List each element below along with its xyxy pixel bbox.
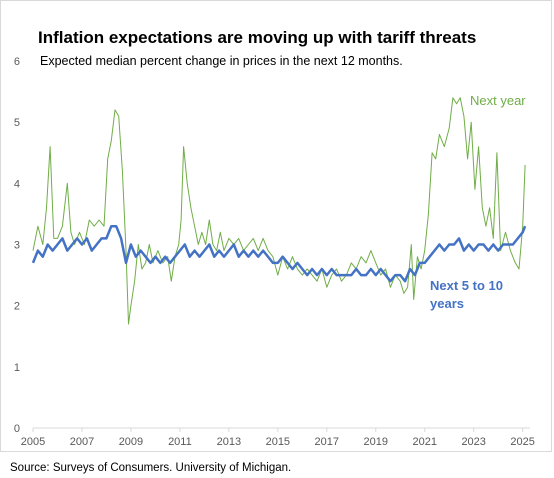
series-label-next-year: Next year: [470, 93, 526, 108]
x-tick-label: 2021: [412, 436, 436, 448]
y-tick-label: 6: [14, 56, 20, 68]
y-tick-label: 1: [14, 362, 20, 374]
y-tick-label: 4: [14, 178, 20, 190]
next-year-line: [32, 97, 526, 325]
y-tick-label: 5: [14, 117, 20, 129]
series-label-long-run-line2: years: [430, 296, 464, 311]
x-tick-label: 2015: [266, 436, 290, 448]
x-tick-label: 2009: [119, 436, 143, 448]
x-tick-label: 2023: [461, 436, 485, 448]
long-run-line: [31, 224, 527, 283]
x-tick-label: 2025: [510, 436, 534, 448]
chart-title: Inflation expectations are moving up wit…: [38, 28, 477, 47]
x-tick-label: 2017: [315, 436, 339, 448]
source-note: Source: Surveys of Consumers. University…: [10, 462, 292, 474]
series-label-long-run: Next 5 to 10: [430, 278, 503, 293]
x-tick-label: 2011: [168, 436, 192, 448]
x-tick-label: 2013: [217, 436, 241, 448]
chart-subtitle: Expected median percent change in prices…: [40, 54, 403, 68]
x-tick-label: 2019: [364, 436, 388, 448]
x-tick-label: 2007: [70, 436, 94, 448]
y-tick-label: 3: [14, 240, 20, 252]
x-tick-label: 2005: [21, 436, 45, 448]
y-tick-label: 0: [14, 423, 20, 435]
y-tick-label: 2: [14, 301, 20, 313]
chart-frame: [0, 0, 552, 452]
